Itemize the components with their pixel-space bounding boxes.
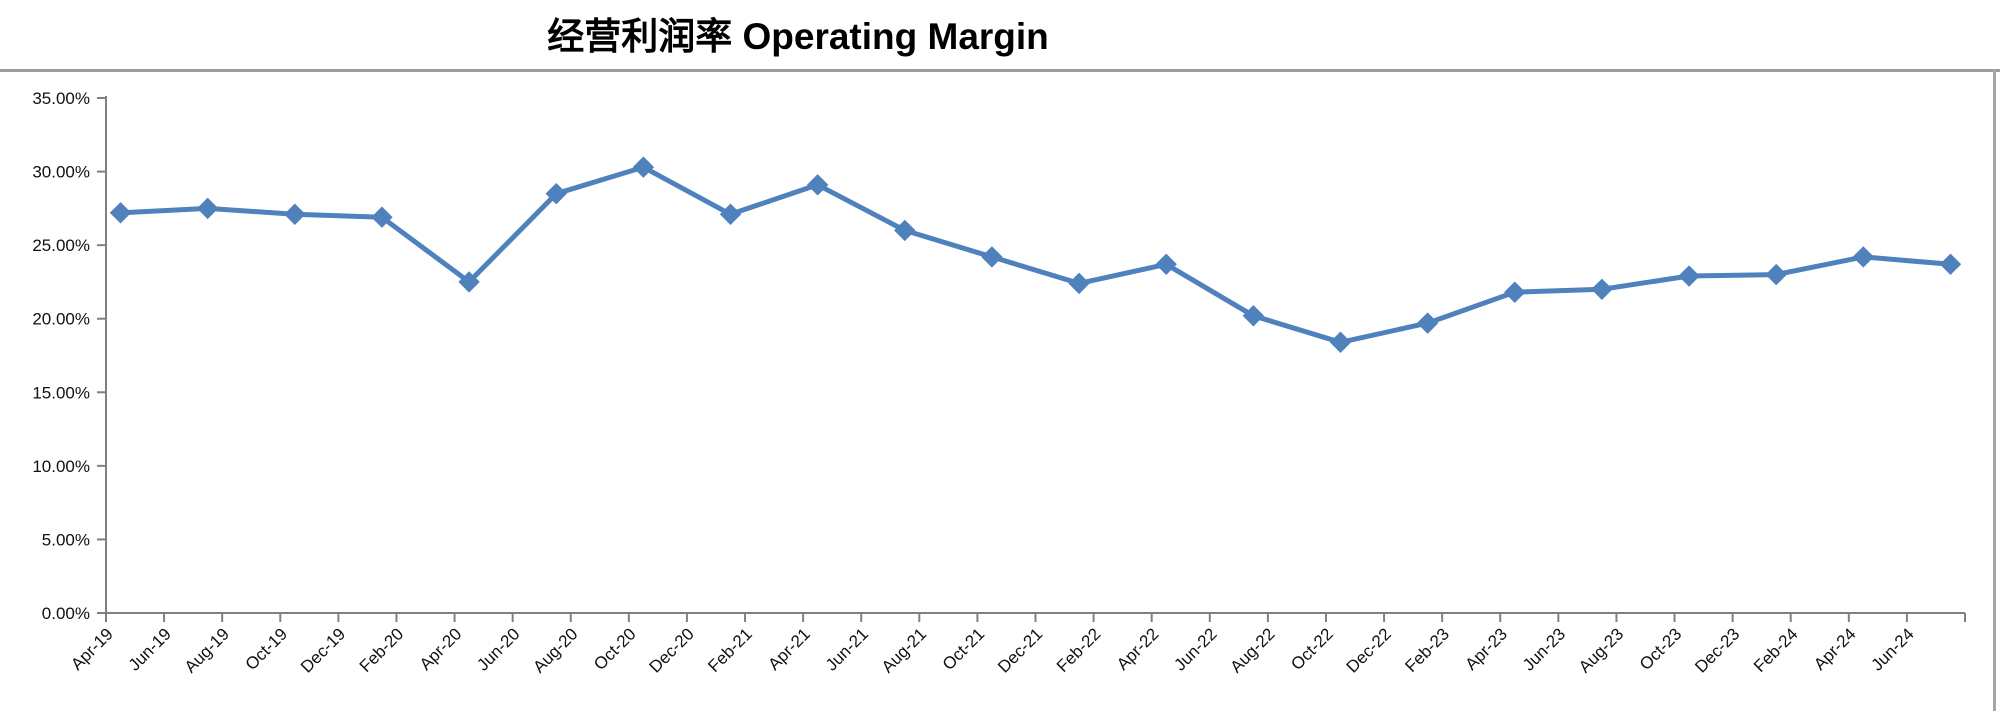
x-tick-label: Aug-23	[1575, 624, 1627, 676]
x-tick-label: Aug-20	[529, 624, 581, 676]
x-tick-label: Jun-21	[822, 624, 872, 674]
x-tick-label: Feb-20	[356, 624, 408, 676]
y-tick-label: 10.00%	[32, 457, 90, 476]
x-tick-label: Aug-21	[878, 624, 930, 676]
x-axis: Apr-19 Jun-19 Aug-19 Oct-19 Dec-19 Feb-20 Apr-…	[67, 612, 1966, 677]
data-point-marker	[1068, 272, 1090, 295]
x-tick-label: Feb-24	[1750, 624, 1802, 676]
title-divider-line	[0, 69, 2000, 72]
x-tick-label: Dec-20	[646, 624, 698, 676]
x-tick-label: Jun-22	[1170, 624, 1220, 674]
data-point-marker	[981, 246, 1003, 268]
x-tick-label: Oct-19	[242, 624, 292, 674]
x-tick-label: Oct-20	[590, 624, 640, 674]
chart-right-border-line	[1993, 69, 1996, 711]
x-tick-label: Apr-24	[1810, 624, 1860, 674]
data-point-marker	[196, 197, 219, 220]
data-point-marker	[1416, 312, 1439, 334]
y-tick-label: 5.00%	[42, 530, 90, 549]
x-tick-label: Apr-21	[764, 624, 814, 674]
x-tick-label: Aug-22	[1226, 624, 1278, 676]
data-point-marker	[1329, 331, 1352, 353]
data-point-marker	[458, 271, 480, 293]
data-point-marker	[719, 203, 742, 225]
data-point-marker	[1242, 305, 1265, 327]
data-point-marker	[1852, 246, 1875, 268]
y-tick-label: 35.00%	[32, 89, 90, 108]
y-tick-label: 0.00%	[42, 604, 90, 623]
data-point-marker	[1939, 253, 1962, 275]
y-tick-label: 15.00%	[32, 383, 90, 402]
y-tick-label: 30.00%	[32, 163, 90, 182]
chart-title: 经营利润率 Operating Margin	[547, 16, 1049, 57]
data-point-marker	[284, 203, 306, 225]
x-tick-label: Aug-19	[181, 624, 233, 676]
x-tick-label: Jun-20	[473, 624, 523, 674]
data-point-marker	[545, 182, 567, 205]
x-tick-label: Jun-19	[125, 624, 175, 674]
x-tick-label: Apr-22	[1113, 624, 1163, 674]
data-point-marker	[1678, 265, 1700, 287]
data-point-marker	[1765, 263, 1787, 286]
x-tick-label: Apr-20	[416, 624, 466, 674]
margin-series	[109, 156, 1962, 353]
series-line	[118, 164, 1953, 345]
x-tick-label: Dec-19	[297, 624, 349, 676]
data-point-marker	[371, 206, 393, 228]
x-tick-label: Oct-22	[1287, 624, 1337, 674]
x-tick-label: Feb-22	[1053, 624, 1105, 676]
x-tick-label: Feb-21	[704, 624, 756, 676]
x-tick-label: Dec-22	[1343, 624, 1395, 676]
x-tick-label: Dec-23	[1691, 624, 1743, 676]
data-point-marker	[1591, 278, 1613, 300]
y-tick-label: 25.00%	[32, 236, 90, 255]
x-tick-label: Apr-19	[67, 624, 117, 674]
x-tick-label: Dec-21	[994, 624, 1046, 676]
data-point-marker	[894, 219, 916, 242]
x-tick-label: Apr-23	[1462, 624, 1512, 674]
data-point-marker	[109, 202, 132, 224]
x-tick-label: Jun-24	[1868, 624, 1918, 674]
data-point-marker	[1155, 253, 1177, 275]
y-axis: 0.00% 5.00% 10.00% 15.00% 20.00% 25.00% 30.00%…	[32, 89, 107, 623]
x-tick-label: Jun-23	[1519, 624, 1569, 674]
x-tick-label: Oct-21	[939, 624, 989, 674]
x-tick-label: Feb-23	[1401, 624, 1453, 676]
data-point-marker	[806, 174, 829, 196]
data-point-marker	[1504, 281, 1526, 303]
y-tick-label: 20.00%	[32, 310, 90, 329]
data-point-marker	[632, 156, 655, 178]
x-tick-label: Oct-23	[1636, 624, 1686, 674]
